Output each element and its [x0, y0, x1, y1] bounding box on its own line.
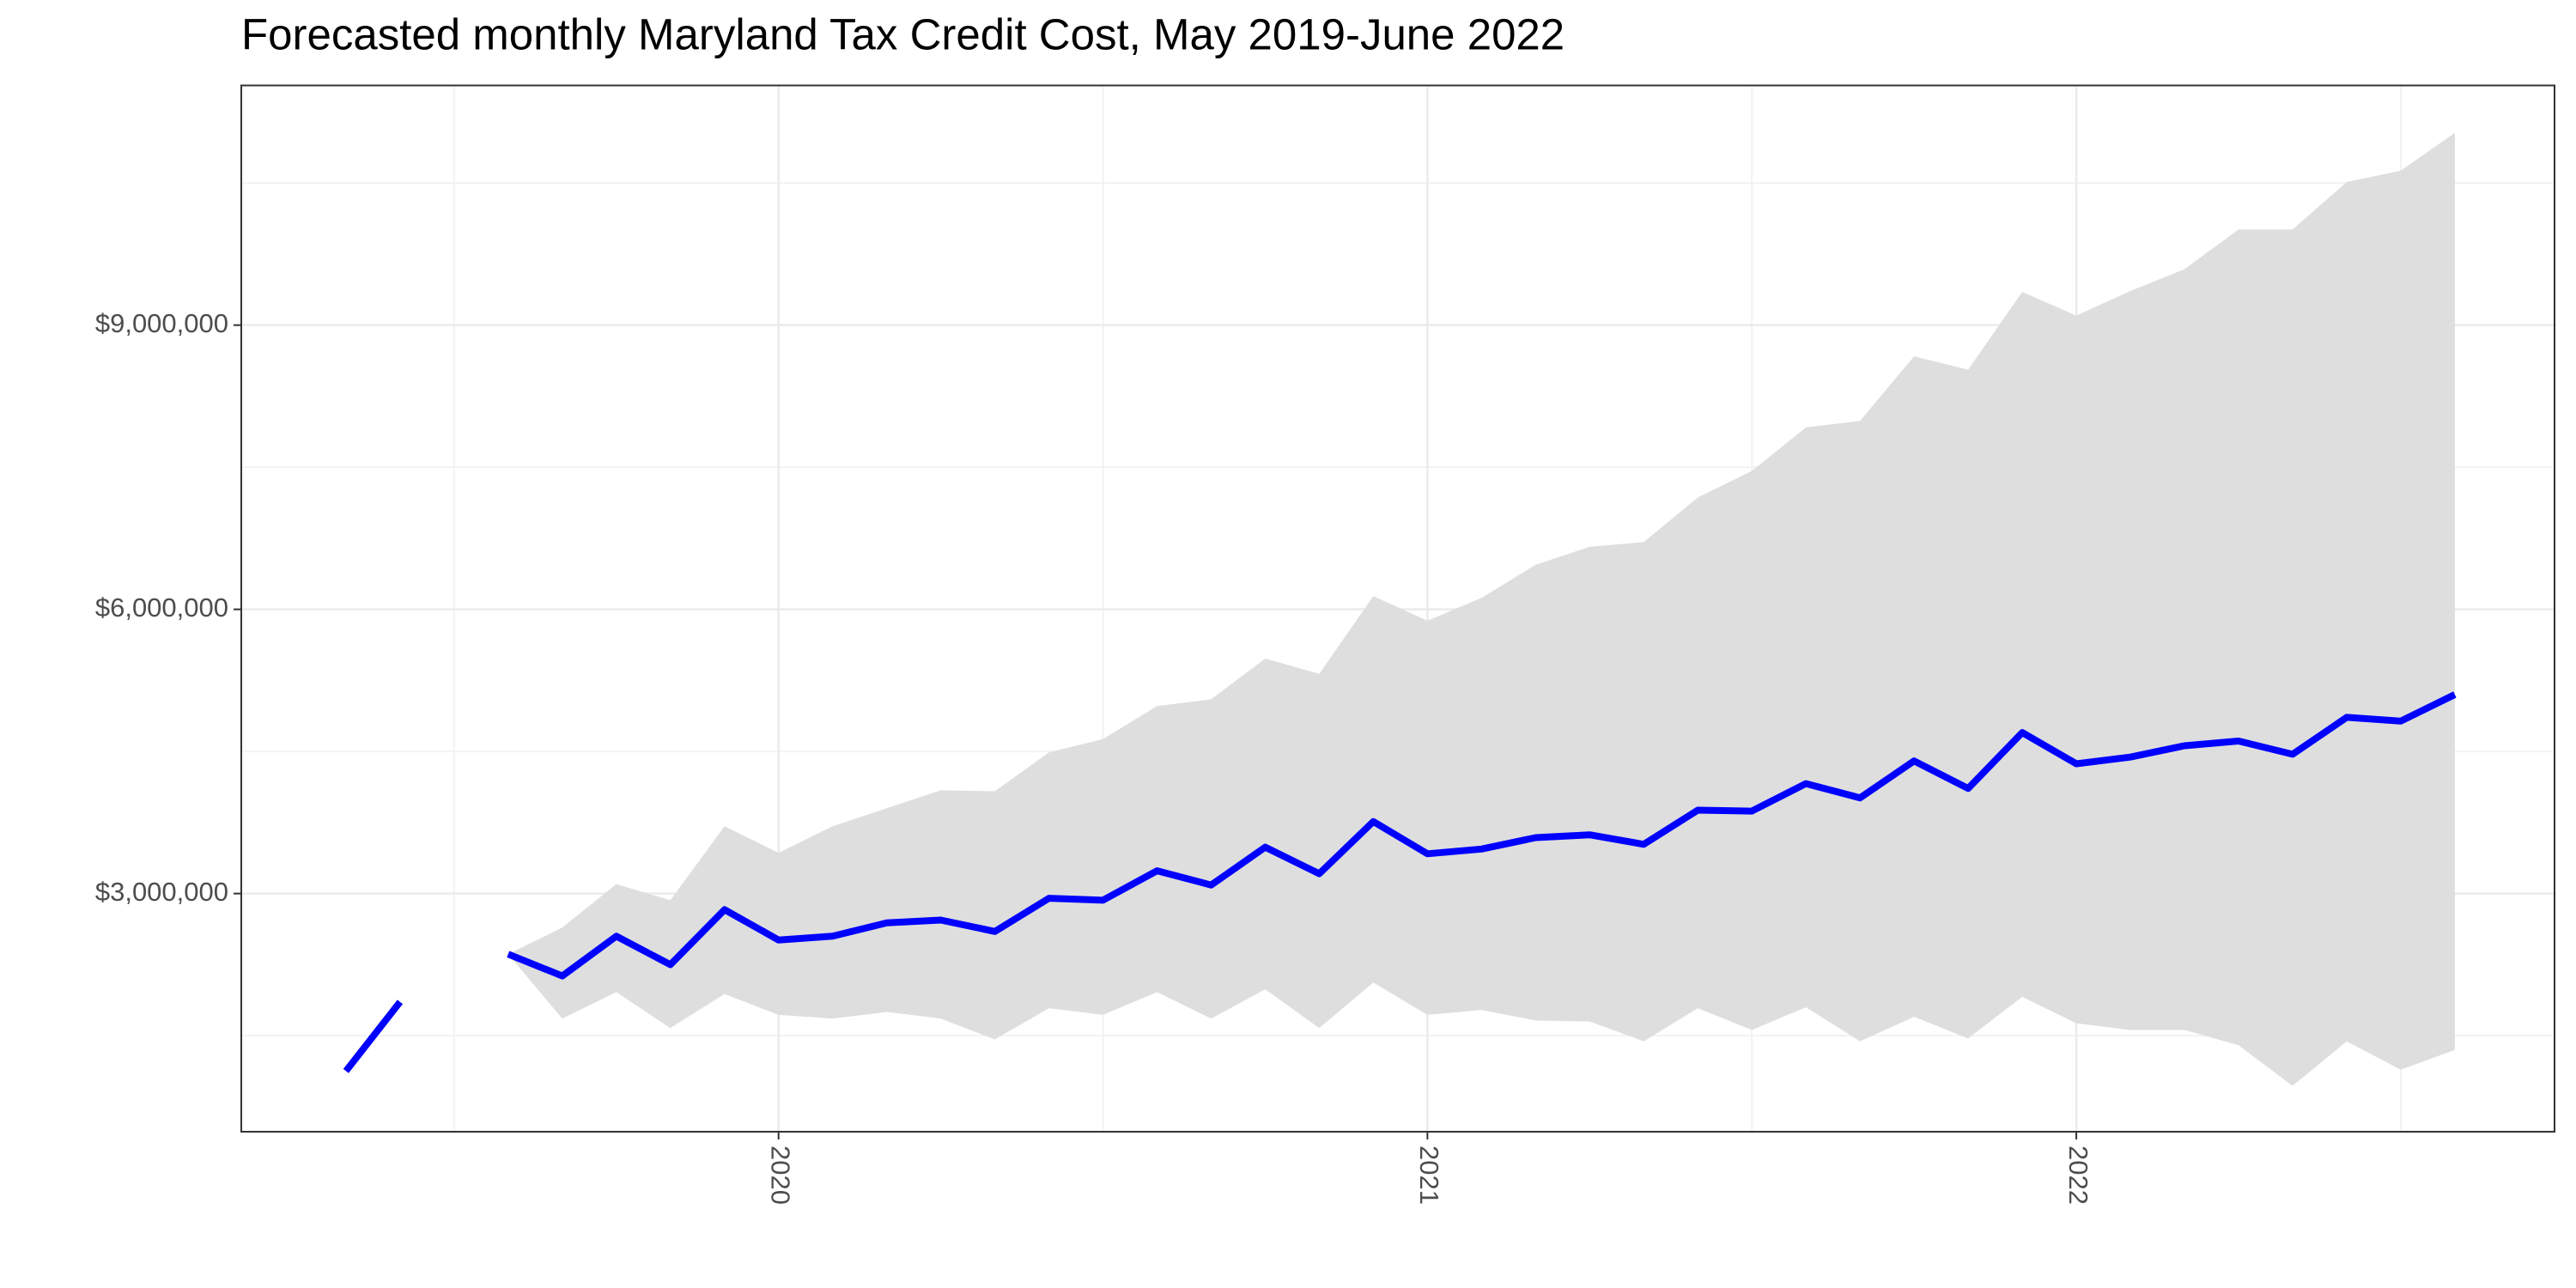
- axes: $3,000,000 $6,000,000 $9,000,000 2020 2021 20…: [95, 308, 2093, 1205]
- y-tick-label: $6,000,000: [95, 592, 228, 623]
- forecast-line: [343, 691, 2457, 1073]
- y-tick-label: $9,000,000: [95, 308, 228, 338]
- marks: [343, 132, 2457, 1086]
- y-tick-label: $3,000,000: [95, 877, 228, 907]
- x-tick-label: 2020: [766, 1145, 796, 1205]
- x-tick-label: 2021: [1414, 1145, 1444, 1205]
- x-tick-label: 2022: [2063, 1145, 2093, 1205]
- chart-title: Forecasted monthly Maryland Tax Credit C…: [241, 9, 1564, 58]
- confidence-band: [507, 132, 2455, 1086]
